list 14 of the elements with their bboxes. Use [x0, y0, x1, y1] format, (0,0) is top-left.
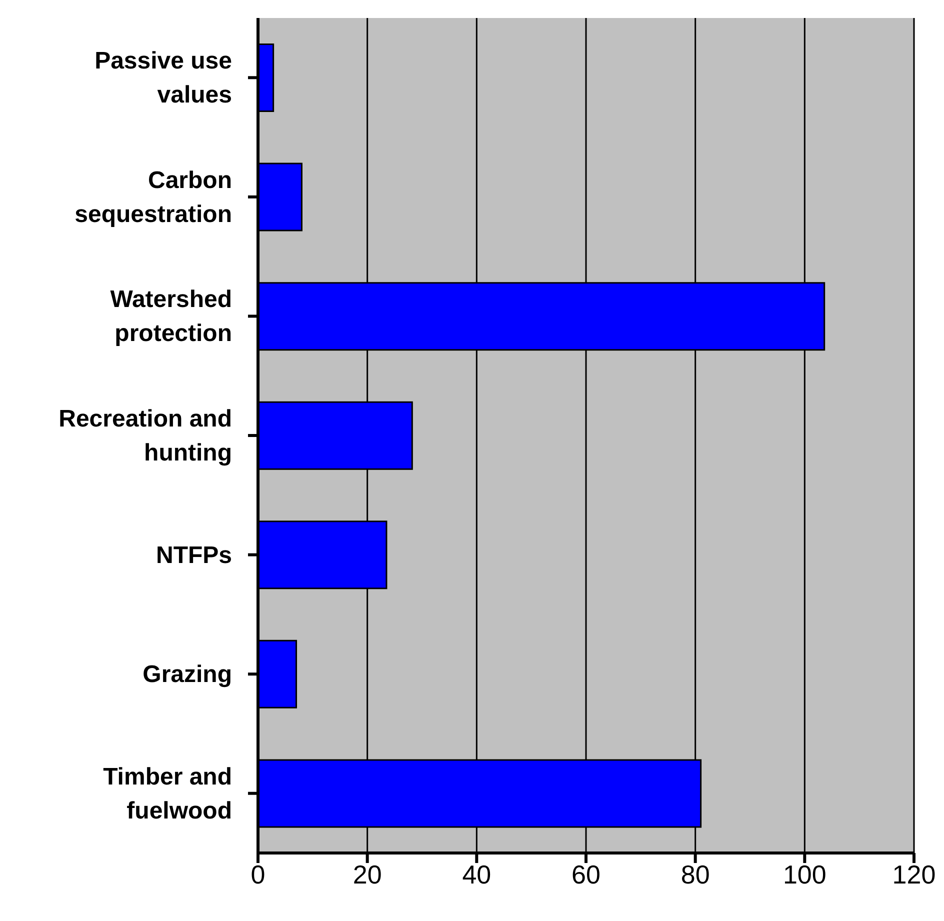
y-tick-label: NTFPs [156, 541, 232, 568]
y-tick-label: Timber and fuelwood [103, 762, 232, 824]
x-tick-label: 40 [462, 859, 492, 890]
x-tick-label: 20 [352, 859, 382, 890]
x-tick-label: 60 [572, 859, 600, 890]
y-tick-label: Watershed protection [110, 286, 232, 347]
y-tick-label: Carbon sequestration [74, 166, 232, 228]
x-tick-label: 0 [250, 859, 266, 890]
y-tick-label: Passive use values [94, 47, 232, 108]
x-tick-label: 80 [680, 859, 710, 890]
y-tick-label: Recreation and hunting [58, 405, 232, 466]
x-tick-label: 100 [782, 859, 826, 890]
y-tick-label: Grazing [142, 660, 232, 688]
x-tick-label: 120 [892, 859, 936, 890]
